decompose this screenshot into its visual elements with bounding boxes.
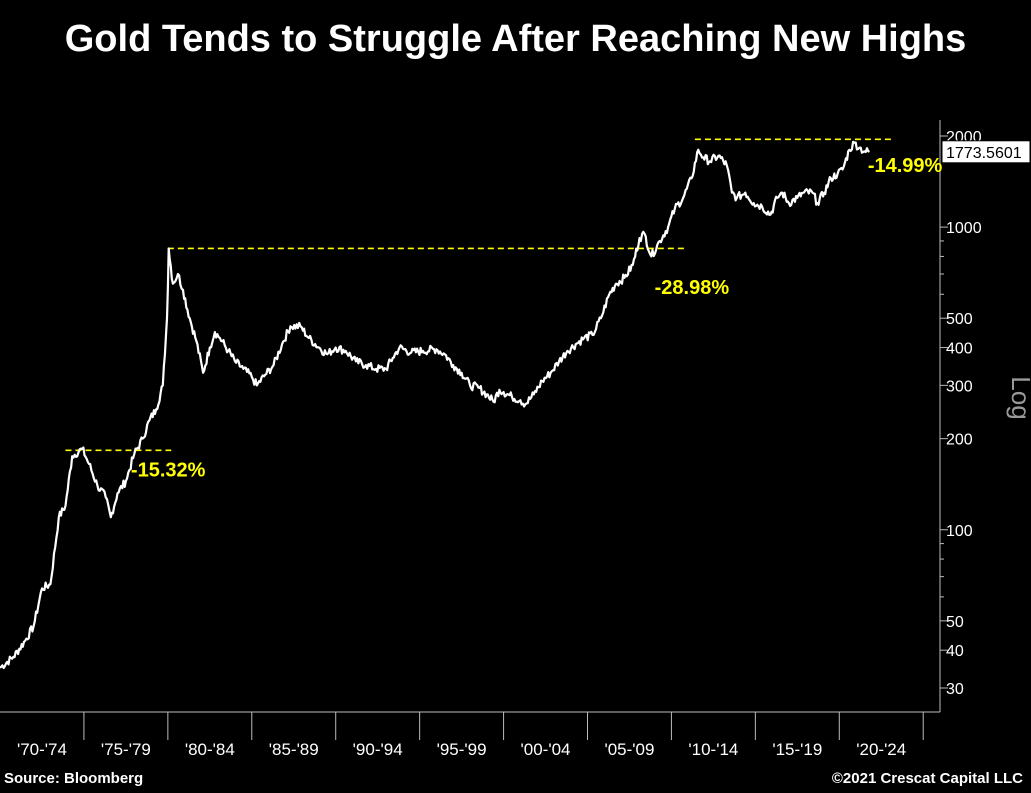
- price-line-layer: [0, 140, 870, 670]
- axes: '70-'74 '75-'79 '80-'84 '85-'89 '90-'94 '95-'…: [0, 120, 1031, 759]
- drawdown-label: -14.99%: [868, 155, 943, 177]
- y-tick-label: 40: [946, 643, 964, 660]
- drawdown-label: -28.98%: [655, 277, 730, 299]
- drawdown-label: -15.32%: [131, 459, 206, 481]
- x-tick-label: '75-'79: [101, 740, 151, 759]
- x-tick-label: '00-'04: [521, 740, 571, 759]
- x-tick-label: '10-'14: [688, 740, 738, 759]
- x-tick-label: '15-'19: [772, 740, 822, 759]
- gold-price-line: [0, 140, 870, 670]
- x-gridlines: [83, 712, 924, 740]
- annotation-labels: -15.32% -28.98% -14.99%: [131, 155, 943, 481]
- y-tick-label: 300: [946, 378, 973, 395]
- x-tick-label: '90-'94: [353, 740, 403, 759]
- y-tick-label: 400: [946, 341, 973, 358]
- y-axis-label: Log: [1006, 376, 1031, 419]
- source-note: Source: Bloomberg: [4, 770, 144, 787]
- y-tick-label: 30: [946, 681, 964, 698]
- y-tick-label: 50: [946, 614, 964, 631]
- x-tick-label: '95-'99: [437, 740, 487, 759]
- copyright-note: ©2021 Crescat Capital LLC: [831, 770, 1023, 787]
- x-tick-label: '80-'84: [185, 740, 235, 759]
- last-value-label: 1773.5601: [946, 145, 1022, 162]
- x-tick-label: '05-'09: [604, 740, 654, 759]
- y-tick-label: 200: [946, 432, 973, 449]
- y-tick-label: 100: [946, 523, 973, 540]
- y-tick-label: 1000: [946, 220, 982, 237]
- y-tick-label: 500: [946, 311, 973, 328]
- last-value-box: [941, 140, 1031, 164]
- peak-reference-lines: [65, 138, 893, 452]
- x-tick-label: '70-'74: [17, 740, 67, 759]
- x-tick-label: '85-'89: [269, 740, 319, 759]
- x-tick-label: '20-'24: [856, 740, 906, 759]
- chart-title: Gold Tends to Struggle After Reaching Ne…: [64, 18, 967, 60]
